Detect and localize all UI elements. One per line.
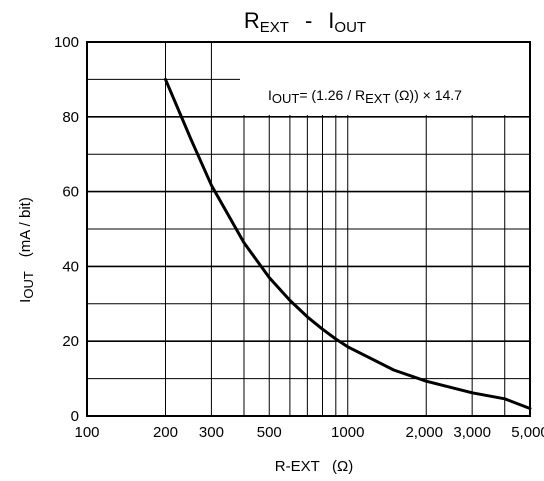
formula-eq: = (1.26 / R xyxy=(299,87,365,103)
formula-i: I xyxy=(268,87,272,103)
y-axis-label-i: I xyxy=(17,299,34,303)
x-tick-label: 2,000 xyxy=(405,424,443,441)
x-tick-labels: 100 200 300 500 1000 2,000 3,000 5,000 xyxy=(74,424,544,441)
svg-text:IOUT(mA / bit): IOUT (mA / bit) xyxy=(17,197,36,303)
y-tick-label: 60 xyxy=(62,184,79,201)
y-axis-label-sub: OUT xyxy=(21,271,36,299)
title-sep: - xyxy=(305,8,312,33)
x-tick-label: 200 xyxy=(153,424,178,441)
annotation-box xyxy=(240,42,540,115)
chart-title: REXT - IOUT xyxy=(244,8,366,36)
formula-tail: (Ω)) × 14.7 xyxy=(390,87,462,103)
title-r-sub: EXT xyxy=(260,19,289,36)
title-i-sub: OUT xyxy=(334,19,366,36)
x-tick-label: 300 xyxy=(199,424,224,441)
plot-border xyxy=(86,41,531,417)
x-axis-label: R-EXT (Ω) xyxy=(275,458,353,475)
x-tick-label: 1000 xyxy=(331,424,364,441)
title-r: R xyxy=(244,8,260,33)
x-tick-label: 500 xyxy=(257,424,282,441)
y-tick-label: 20 xyxy=(62,333,79,350)
formula-annotation: IOUT= (1.26 / REXT (Ω)) × 14.7 xyxy=(268,87,462,106)
title-i: I xyxy=(328,8,334,33)
y-axis-label-unit: (mA / bit) xyxy=(17,197,34,257)
x-tick-label: 5,000 xyxy=(511,424,544,441)
y-tick-label: 80 xyxy=(62,109,79,126)
y-tick-label: 0 xyxy=(71,408,79,425)
formula-i-sub: OUT xyxy=(272,91,300,106)
y-tick-labels: 0 20 40 60 80 100 xyxy=(54,34,79,425)
x-tick-label: 100 xyxy=(74,424,99,441)
x-tick-label: 3,000 xyxy=(453,424,491,441)
formula-r-sub: EXT xyxy=(365,91,390,106)
series-line xyxy=(164,77,532,410)
y-tick-label: 40 xyxy=(62,258,79,275)
y-tick-label: 100 xyxy=(54,34,79,51)
y-axis-label: IOUT (mA / bit) xyxy=(17,197,36,303)
